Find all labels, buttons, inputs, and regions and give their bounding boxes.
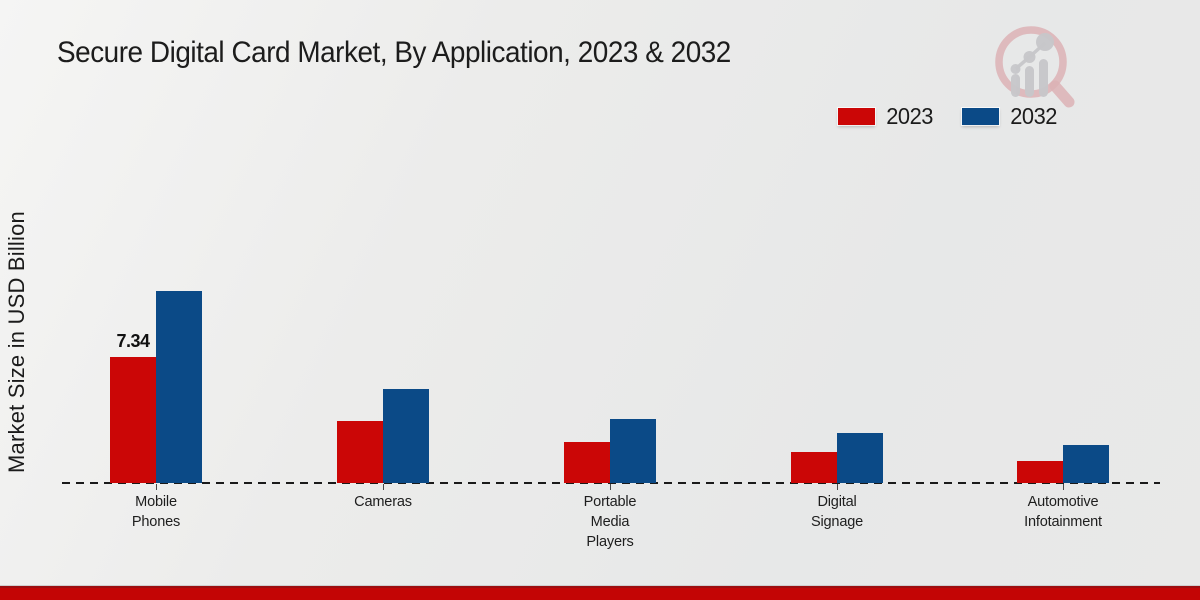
bar-2023-automotive-infotainment: [1017, 461, 1063, 483]
bar-2023-digital-signage: [791, 452, 837, 483]
legend-item-2023: 2023: [838, 103, 934, 130]
bar-2023-cameras: [337, 421, 383, 483]
magnifier-growth-chart-icon: [995, 26, 1075, 108]
legend: 2023 2032: [838, 103, 1058, 130]
brand-logo: [988, 22, 1080, 112]
category-label-line: Portable: [583, 493, 637, 510]
category-label-mobile-phones: Mobile Phones: [69, 492, 244, 532]
bar-2032-automotive-infotainment: [1063, 445, 1109, 483]
category-label-line: Mobile: [135, 493, 177, 510]
bar-value-label: 7.34: [116, 331, 150, 351]
category-label-line: Signage: [810, 513, 864, 530]
bar-2023-portable-media-players: [564, 442, 610, 483]
category-label-automotive-infotainment: Automotive Infotainment: [976, 492, 1151, 532]
category-label-portable-media-players: Portable Media Players: [523, 492, 698, 552]
bar-2032-cameras: [383, 389, 429, 483]
legend-item-2032: 2032: [962, 103, 1058, 130]
category-label-digital-signage: Digital Signage: [750, 492, 925, 532]
category-label-line: Digital: [817, 493, 857, 510]
bar-2032-portable-media-players: [610, 419, 656, 483]
category-label-line: Phones: [131, 513, 181, 530]
category-label-line: Players: [586, 533, 634, 550]
legend-label-2023: 2023: [886, 103, 933, 129]
x-axis-tick-mobile-phones: [156, 484, 157, 490]
category-label-line: Automotive: [1027, 493, 1099, 510]
category-label-line: Cameras: [354, 493, 412, 510]
chart-title: Secure Digital Card Market, By Applicati…: [57, 36, 731, 69]
bar-2032-mobile-phones: [156, 291, 202, 483]
footer-red-bar: [0, 585, 1200, 600]
bar-2023-mobile-phones: [110, 357, 156, 483]
x-axis-tick-portable-media-players: [610, 484, 611, 490]
legend-swatch-2023: [838, 108, 875, 125]
legend-label-2032: 2032: [1010, 103, 1058, 129]
category-label-line: Media: [590, 513, 630, 530]
x-axis-tick-digital-signage: [837, 484, 838, 490]
bar-2032-digital-signage: [837, 433, 883, 483]
legend-swatch-2032: [962, 108, 1000, 125]
category-label-cameras: Cameras: [296, 492, 471, 512]
x-axis-baseline: [62, 482, 1160, 484]
x-axis-tick-cameras: [383, 484, 384, 490]
x-axis-tick-automotive-infotainment: [1063, 484, 1064, 490]
category-label-line: Infotainment: [1024, 513, 1102, 530]
